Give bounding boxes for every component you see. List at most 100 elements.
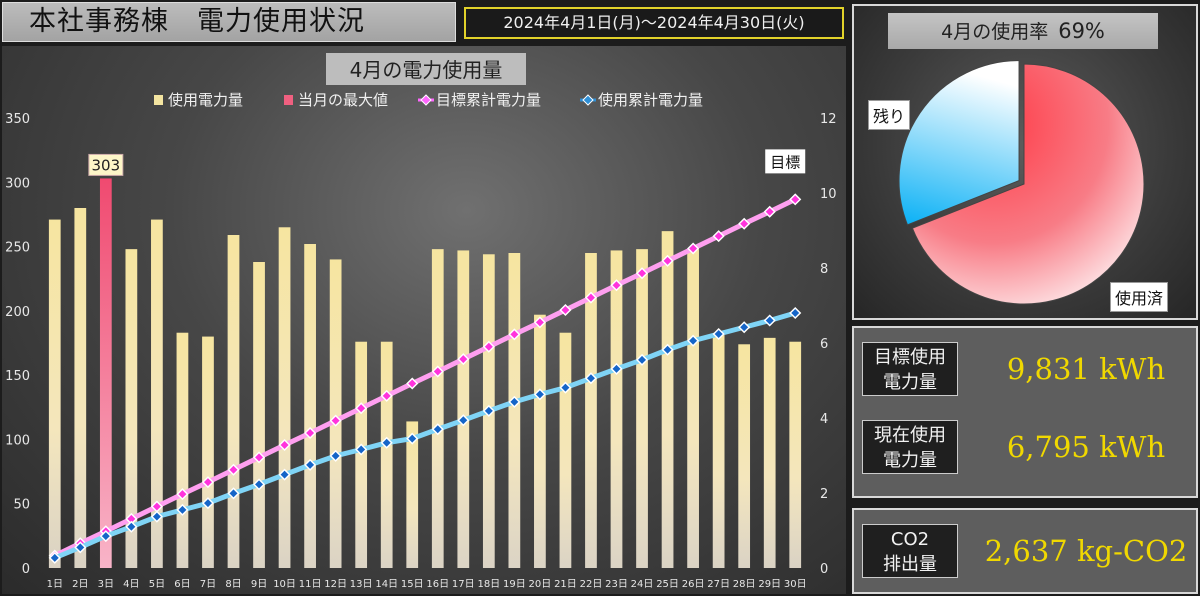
target-cumulative-point bbox=[763, 205, 776, 218]
y-right-tick-label: 2 bbox=[820, 487, 828, 502]
usage-bar bbox=[585, 253, 597, 568]
target-cumulative-point bbox=[431, 365, 444, 378]
usage-cumulative-point bbox=[176, 503, 189, 516]
usage-bar bbox=[738, 344, 751, 568]
target-cumulative-point bbox=[559, 303, 572, 317]
usage-cumulative-point bbox=[74, 541, 87, 554]
pie-used-label: 使用済 bbox=[1110, 282, 1169, 312]
usage-bar bbox=[380, 341, 393, 568]
usage-cumulative-point bbox=[584, 372, 598, 385]
pie-remaining-slice bbox=[898, 60, 1020, 226]
co2-label: CO2 排出量 bbox=[862, 524, 958, 578]
usage-bar bbox=[712, 334, 725, 568]
x-tick-label: 7日 bbox=[200, 579, 216, 590]
x-tick-label: 6日 bbox=[174, 579, 190, 590]
x-tick-label: 14日 bbox=[375, 579, 398, 590]
target-cumulative-point bbox=[278, 438, 291, 452]
y-left-tick-label: 350 bbox=[5, 112, 30, 127]
usage-bar bbox=[508, 253, 521, 568]
co2-row: CO2 排出量 2,637 kg-CO2 bbox=[854, 518, 1196, 584]
usage-cumulative-point bbox=[227, 487, 240, 500]
x-tick-label: 23日 bbox=[605, 579, 628, 590]
usage-bar bbox=[661, 231, 674, 568]
current-usage-value: 6,795 kWh bbox=[1006, 430, 1166, 464]
legend-swatch bbox=[154, 95, 163, 105]
x-tick-label: 30日 bbox=[784, 579, 807, 590]
x-tick-label: 28日 bbox=[733, 579, 756, 590]
usage-cumulative-point bbox=[431, 423, 444, 436]
max-value-label: 303 bbox=[92, 156, 121, 174]
x-tick-label: 5日 bbox=[149, 579, 165, 590]
y-left-tick-label: 200 bbox=[5, 305, 30, 320]
usage-bar bbox=[457, 250, 470, 568]
target-usage-label: 目標使用 電力量 bbox=[862, 342, 958, 396]
co2-value: 2,637 kg-CO2 bbox=[984, 534, 1188, 568]
legend-label: 使用電力量 bbox=[168, 91, 243, 109]
x-tick-label: 1日 bbox=[47, 579, 63, 590]
usage-cumulative-point bbox=[201, 497, 215, 510]
x-tick-label: 4日 bbox=[123, 579, 139, 590]
usage-rate-panel: 4月の使用率 69% 残り 使用済 bbox=[852, 4, 1198, 320]
usage-cumulative-point bbox=[355, 443, 368, 456]
chart-title-bg bbox=[326, 53, 526, 85]
usage-cumulative-point bbox=[278, 468, 291, 481]
target-cumulative-point bbox=[508, 328, 521, 341]
target-cumulative-point bbox=[738, 217, 751, 230]
usage-bar bbox=[74, 208, 87, 568]
y-left-tick-label: 300 bbox=[5, 176, 30, 191]
usage-cumulative-point bbox=[661, 343, 674, 356]
usage-cumulative-point bbox=[48, 551, 61, 564]
x-tick-label: 20日 bbox=[529, 579, 552, 590]
target-cumulative-point bbox=[227, 463, 240, 476]
x-tick-label: 24日 bbox=[631, 579, 654, 590]
target-cumulative-point bbox=[406, 377, 419, 390]
usage-chart: 4月の電力使用量 使用電力量 当月の最大値 目標累計電力量 使用累計電力量 0 50 10… bbox=[5, 53, 837, 590]
legend-swatch-marker bbox=[420, 94, 432, 106]
x-tick-label: 19日 bbox=[503, 579, 526, 590]
target-cumulative-line bbox=[52, 196, 798, 559]
max-bar bbox=[99, 178, 112, 568]
usage-cumulative-point bbox=[559, 381, 572, 394]
target-usage-value: 9,831 kWh bbox=[1006, 352, 1166, 386]
legend-label: 使用累計電力量 bbox=[598, 91, 703, 109]
target-cumulative-point bbox=[789, 193, 802, 206]
usage-bar bbox=[48, 219, 61, 569]
x-tick-label: 10日 bbox=[273, 579, 296, 590]
x-tick-label: 21日 bbox=[554, 579, 577, 590]
usage-bar bbox=[687, 249, 699, 568]
usage-cumulative-point bbox=[125, 520, 138, 533]
usage-bar bbox=[329, 259, 342, 568]
usage-cumulative-point bbox=[635, 353, 649, 366]
usage-cumulative-point bbox=[712, 327, 725, 341]
usage-cumulative-point bbox=[482, 404, 495, 417]
x-tick-label: 11日 bbox=[299, 579, 322, 590]
usage-cumulative-point bbox=[687, 334, 700, 347]
x-tick-label: 9日 bbox=[251, 579, 267, 590]
target-cumulative-point bbox=[687, 242, 700, 255]
usage-bar bbox=[636, 249, 648, 568]
target-cumulative-point bbox=[329, 414, 342, 427]
usage-pie-chart bbox=[898, 60, 1145, 305]
x-tick-label: 27日 bbox=[707, 579, 730, 590]
x-tick-label: 17日 bbox=[452, 579, 475, 590]
target-cumulative-point bbox=[355, 402, 368, 415]
x-tick-label: 22日 bbox=[580, 579, 603, 590]
target-cumulative-point bbox=[712, 230, 725, 243]
energy-stats-panel: 目標使用 電力量 9,831 kWh 現在使用 電力量 6,795 kWh bbox=[852, 326, 1198, 498]
x-tick-label: 15日 bbox=[401, 579, 424, 590]
usage-cumulative-point bbox=[763, 314, 776, 327]
pie-used-slice bbox=[911, 63, 1145, 305]
target-cumulative-point bbox=[584, 291, 598, 304]
target-usage-row: 目標使用 電力量 9,831 kWh bbox=[854, 336, 1196, 402]
usage-cumulative-point bbox=[99, 530, 112, 543]
x-tick-label: 18日 bbox=[477, 579, 500, 590]
usage-bar bbox=[151, 219, 163, 569]
x-tick-label: 3日 bbox=[98, 579, 114, 590]
usage-rate-title-text: 4月の使用率 bbox=[941, 21, 1049, 43]
y-left-tick-label: 250 bbox=[5, 241, 30, 256]
target-cumulative-point bbox=[252, 451, 266, 464]
chart-title: 4月の電力使用量 bbox=[350, 58, 503, 82]
legend-label: 目標累計電力量 bbox=[436, 91, 541, 109]
usage-bar bbox=[431, 249, 444, 568]
legend-swatch bbox=[284, 95, 293, 105]
